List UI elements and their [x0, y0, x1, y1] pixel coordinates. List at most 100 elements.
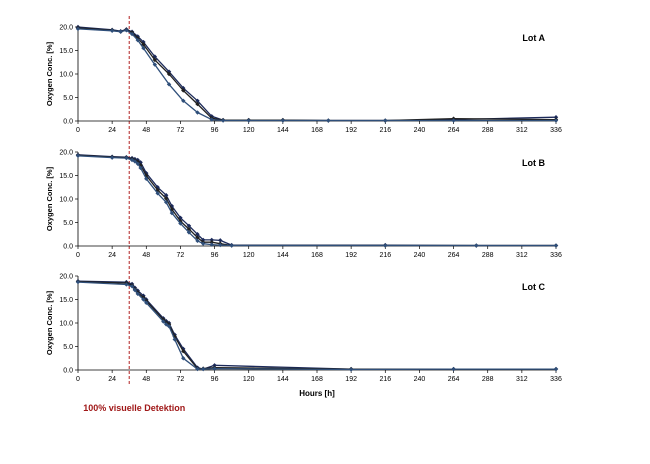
x-tick-label: 24 — [108, 252, 116, 259]
x-tick-label: 0 — [76, 376, 80, 383]
x-tick-label: 288 — [482, 376, 494, 383]
data-point — [200, 241, 206, 246]
data-point — [152, 62, 158, 67]
data-point — [75, 26, 81, 32]
x-tick-label: 168 — [311, 127, 323, 134]
y-tick-label: 15.0 — [59, 48, 73, 55]
y-tick-label: 10.0 — [59, 72, 73, 79]
data-point — [553, 118, 559, 123]
data-point — [195, 98, 200, 103]
x-tick-label: 144 — [277, 127, 289, 134]
data-point — [451, 366, 456, 372]
x-tick-label: 336 — [550, 127, 562, 134]
data-point — [138, 165, 143, 171]
y-tick-label: 20.0 — [59, 25, 73, 32]
data-point — [166, 71, 172, 77]
x-tick-label: 240 — [414, 252, 426, 259]
data-point — [186, 223, 192, 228]
x-tick-label: 216 — [379, 376, 391, 383]
x-tick-label: 240 — [414, 127, 426, 134]
data-point — [132, 287, 138, 293]
data-point — [166, 324, 172, 329]
data-point — [135, 37, 140, 43]
data-point — [209, 240, 214, 245]
data-point — [209, 237, 214, 243]
data-point — [129, 284, 135, 289]
panel-label: Lot A — [522, 33, 545, 43]
x-tick-label: 216 — [379, 127, 391, 134]
series-line — [77, 281, 556, 371]
x-axis-label: Hours [h] — [299, 389, 335, 398]
data-point — [172, 337, 177, 342]
x-tick-label: 144 — [277, 252, 289, 259]
data-point — [212, 366, 217, 371]
data-point — [132, 159, 138, 164]
x-tick-label: 72 — [177, 127, 185, 134]
data-point — [109, 28, 115, 33]
x-tick-label: 96 — [211, 127, 219, 134]
x-tick-label: 0 — [76, 127, 80, 134]
data-point — [141, 45, 146, 51]
x-tick-label: 96 — [211, 252, 219, 259]
x-tick-label: 72 — [177, 252, 185, 259]
y-tick-label: 10.0 — [59, 197, 73, 204]
y-tick-label: 15.0 — [59, 173, 73, 180]
x-tick-label: 312 — [516, 252, 528, 259]
series-line — [77, 280, 556, 370]
x-tick-label: 192 — [345, 376, 357, 383]
data-point — [181, 88, 186, 93]
data-point — [169, 207, 175, 212]
data-point — [135, 291, 140, 297]
x-tick-label: 216 — [379, 252, 391, 259]
x-tick-label: 48 — [142, 127, 150, 134]
x-tick-label: 264 — [448, 252, 460, 259]
data-point — [195, 232, 200, 237]
data-point — [164, 193, 169, 198]
x-tick-label: 120 — [243, 127, 255, 134]
data-point — [155, 185, 160, 190]
data-point — [246, 118, 251, 123]
y-tick-label: 0.0 — [63, 244, 73, 251]
x-tick-label: 288 — [482, 127, 494, 134]
data-point — [138, 162, 143, 168]
data-point — [141, 297, 146, 302]
x-tick-label: 24 — [108, 127, 116, 134]
x-tick-label: 336 — [550, 376, 562, 383]
data-point — [218, 242, 223, 248]
x-tick-label: 48 — [142, 252, 150, 259]
data-point — [451, 118, 456, 123]
x-tick-label: 144 — [277, 376, 289, 383]
data-point — [195, 235, 200, 240]
y-tick-label: 15.0 — [59, 297, 73, 304]
data-point — [383, 118, 388, 123]
panel-1: 0.0 5.0 10.0 15.0 20.0 0 24 48 72 96 120 144 168 192 2… — [45, 25, 562, 135]
data-point — [474, 243, 479, 248]
y-tick-label: 10.0 — [59, 321, 73, 328]
y-axis-label: Oxygen Conc. [%] — [45, 166, 54, 231]
series-line — [77, 154, 556, 247]
data-point — [553, 366, 559, 372]
y-axis-label: Oxygen Conc. [%] — [45, 41, 54, 106]
x-tick-label: 0 — [76, 252, 80, 259]
y-tick-label: 0.0 — [63, 119, 73, 126]
x-tick-label: 120 — [243, 376, 255, 383]
data-point — [166, 82, 172, 87]
y-axis-label: Oxygen Conc. [%] — [45, 290, 54, 355]
x-tick-label: 336 — [550, 252, 562, 259]
data-point — [161, 319, 166, 324]
panel-label: Lot B — [522, 158, 545, 168]
data-point — [181, 349, 186, 354]
data-point — [118, 29, 123, 34]
data-point — [280, 118, 286, 123]
x-tick-label: 264 — [448, 376, 460, 383]
data-point — [164, 196, 169, 201]
x-tick-label: 288 — [482, 252, 494, 259]
x-tick-label: 168 — [311, 376, 323, 383]
y-tick-label: 20.0 — [59, 274, 73, 281]
data-point — [164, 322, 169, 327]
y-tick-label: 5.0 — [63, 344, 73, 351]
data-point — [553, 115, 559, 120]
data-point — [155, 191, 160, 196]
data-point — [195, 110, 200, 115]
panel-3: 0.0 5.0 10.0 15.0 20.0 0 24 48 72 96 120 144 168 192 2… — [45, 274, 562, 384]
